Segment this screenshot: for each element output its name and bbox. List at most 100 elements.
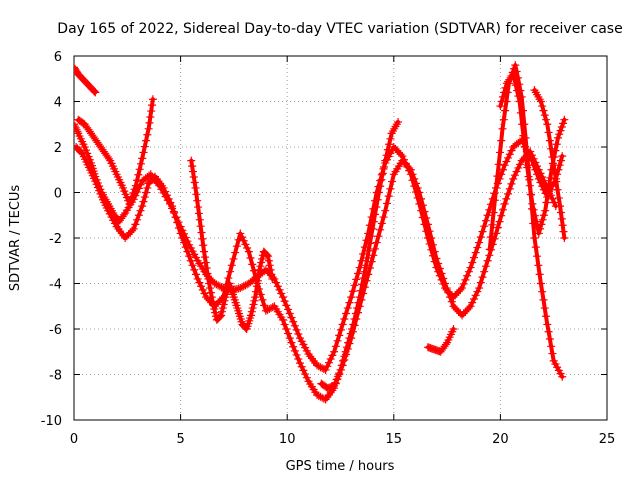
data-point-marker [256, 290, 265, 299]
data-point-marker [264, 256, 273, 265]
data-point-marker [176, 229, 185, 238]
data-point-marker [194, 203, 203, 212]
data-point-marker [514, 92, 523, 101]
data-point-marker [466, 302, 475, 311]
data-point-marker [339, 356, 348, 365]
data-point-marker [488, 220, 497, 229]
data-point-marker [336, 325, 345, 334]
data-point-marker [483, 256, 492, 265]
data-point-marker [519, 131, 528, 140]
chart-title: Day 165 of 2022, Sidereal Day-to-day VTE… [57, 21, 622, 37]
data-point-marker [337, 361, 346, 370]
data-point-marker [338, 320, 347, 329]
data-point-marker [287, 313, 296, 322]
data-point-marker [354, 298, 363, 307]
data-point-marker [77, 148, 86, 157]
data-point-marker [159, 183, 168, 192]
data-point-marker [328, 351, 337, 360]
data-point-marker [193, 196, 202, 205]
data-point-marker [264, 252, 273, 261]
data-point-marker [505, 184, 514, 193]
data-point-marker [539, 211, 548, 220]
data-point-marker [247, 307, 256, 316]
data-point-marker [185, 252, 194, 261]
data-point-marker [238, 233, 247, 242]
data-point-marker [398, 156, 407, 165]
series-markers [74, 143, 560, 404]
data-point-marker [207, 293, 216, 302]
data-point-marker [543, 120, 552, 129]
data-point-marker [215, 282, 224, 291]
data-point-marker [536, 224, 545, 233]
data-point-marker [231, 248, 240, 257]
data-point-marker [143, 130, 152, 139]
data-point-marker [218, 304, 227, 313]
data-point-marker [187, 156, 196, 165]
data-point-marker [481, 216, 490, 225]
data-point-marker [507, 146, 516, 155]
data-point-marker [468, 258, 477, 267]
data-point-marker [411, 179, 420, 188]
data-point-marker [181, 243, 190, 252]
data-point-marker [553, 133, 562, 142]
data-point-marker [173, 218, 182, 227]
data-point-marker [266, 265, 275, 274]
data-point-marker [352, 275, 361, 284]
data-point-marker [261, 306, 270, 315]
data-point-marker [452, 305, 461, 314]
data-point-marker [124, 230, 133, 239]
x-tick-label: 5 [176, 432, 184, 447]
data-point-marker [373, 195, 382, 204]
data-point-marker [403, 162, 412, 171]
data-point-marker [236, 229, 245, 238]
data-point-marker [415, 188, 424, 197]
data-point-marker [451, 291, 460, 300]
data-point-marker [191, 183, 200, 192]
data-point-marker [543, 320, 552, 329]
data-point-marker [536, 97, 545, 106]
data-point-marker [542, 115, 551, 124]
data-point-marker [217, 307, 226, 316]
data-point-marker [226, 267, 235, 276]
data-point-marker [273, 282, 282, 291]
data-point-marker [542, 312, 551, 321]
data-point-marker [502, 194, 511, 203]
data-series-group [74, 61, 569, 404]
data-point-marker [346, 329, 355, 338]
data-point-marker [206, 284, 215, 293]
data-point-marker [367, 257, 376, 266]
data-point-marker [188, 261, 197, 270]
data-point-marker [516, 160, 525, 169]
data-point-marker [74, 123, 80, 132]
data-point-marker [400, 158, 409, 167]
data-point-marker [464, 304, 473, 313]
data-point-marker [188, 162, 197, 171]
data-point-marker [458, 284, 467, 293]
data-point-marker [258, 254, 267, 263]
data-point-marker [456, 285, 465, 294]
data-point-marker [319, 394, 328, 403]
data-point-marker [224, 274, 233, 283]
data-point-marker [348, 287, 357, 296]
data-point-marker [548, 194, 557, 203]
data-point-marker [394, 148, 403, 157]
data-point-marker [190, 265, 199, 274]
data-point-marker [214, 281, 223, 290]
data-point-marker [313, 390, 322, 399]
data-point-marker [449, 302, 458, 311]
data-point-marker [142, 188, 151, 197]
y-tick-label: 2 [54, 141, 62, 156]
data-point-marker [343, 304, 352, 313]
data-point-marker [342, 343, 351, 352]
data-point-marker [249, 300, 258, 309]
data-point-marker [363, 254, 372, 263]
data-point-marker [180, 238, 189, 247]
data-point-marker [200, 289, 209, 298]
data-point-marker [511, 81, 520, 90]
y-tick-label: 6 [54, 50, 62, 65]
data-point-marker [208, 297, 217, 306]
y-tick-label: 4 [54, 96, 62, 111]
data-point-marker [401, 160, 410, 169]
data-point-marker [451, 304, 460, 313]
data-point-marker [548, 349, 557, 358]
